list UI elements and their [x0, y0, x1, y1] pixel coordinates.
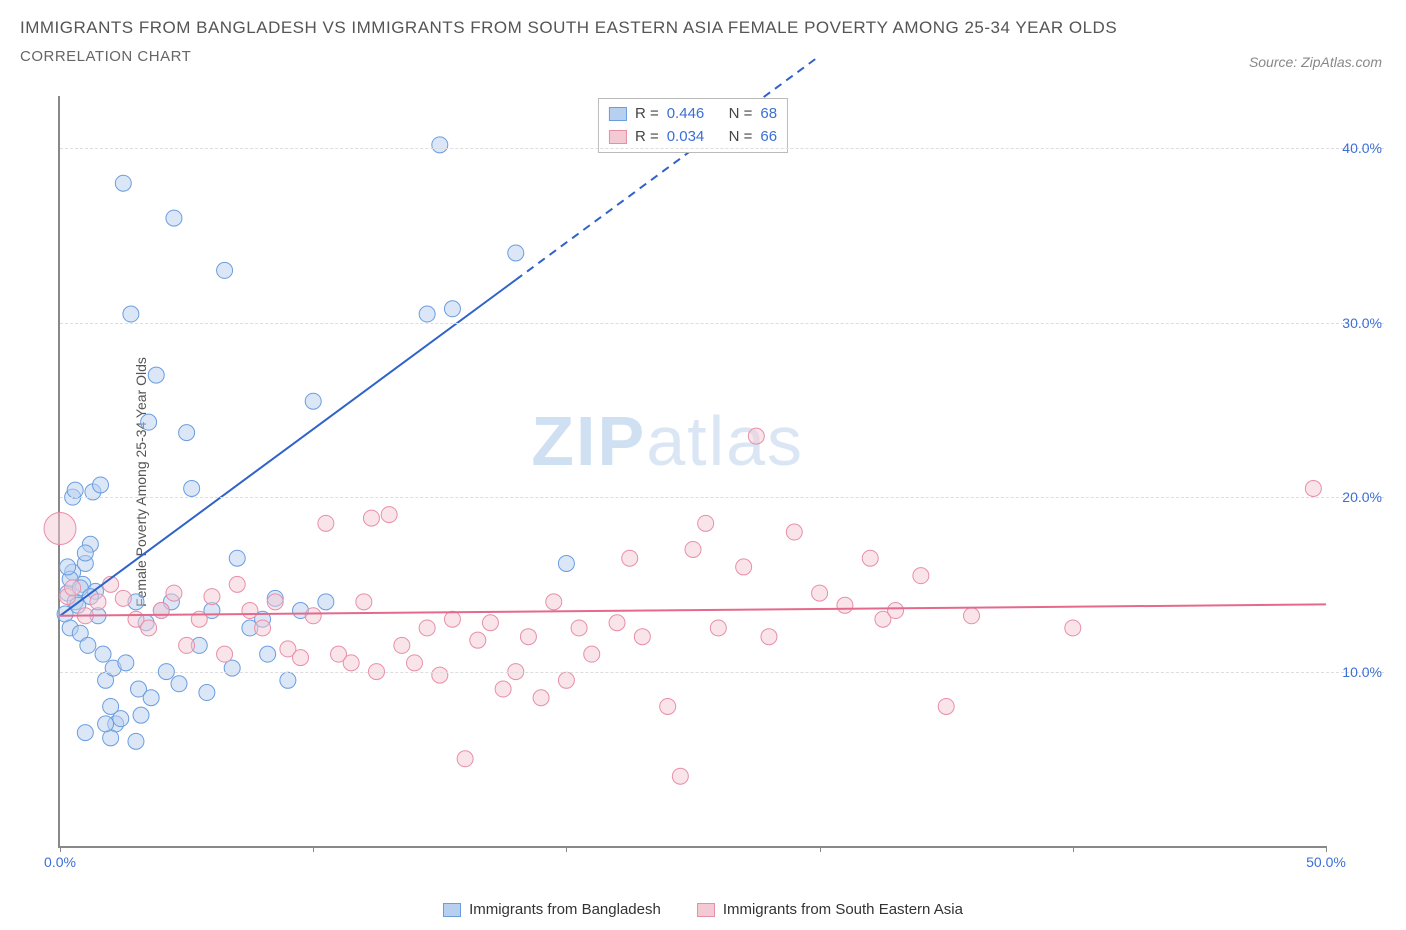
xtick-label: 50.0%	[1306, 854, 1346, 870]
xtick-label: 0.0%	[44, 854, 76, 870]
chart-title-line2: CORRELATION CHART	[20, 48, 1386, 65]
legend-stats: R = 0.446 N = 68 R = 0.034 N = 66	[598, 98, 788, 153]
chart-title-line1: IMMIGRANTS FROM BANGLADESH VS IMMIGRANTS…	[20, 18, 1386, 38]
chart-svg	[60, 96, 1326, 846]
ytick-label: 40.0%	[1342, 140, 1382, 156]
source-label: Source: ZipAtlas.com	[1249, 54, 1382, 70]
ytick-label: 30.0%	[1342, 315, 1382, 331]
ytick-label: 20.0%	[1342, 489, 1382, 505]
legend-stat-row: R = 0.034 N = 66	[609, 126, 777, 149]
legend-stat-row: R = 0.446 N = 68	[609, 103, 777, 126]
legend-item: Immigrants from Bangladesh	[443, 901, 661, 918]
scatter-plot: ZIPatlas R = 0.446 N = 68 R = 0.034 N = …	[58, 96, 1326, 848]
legend-item: Immigrants from South Eastern Asia	[697, 901, 963, 918]
legend-bottom: Immigrants from Bangladesh Immigrants fro…	[0, 901, 1406, 918]
plot-area: Female Poverty Among 25-34 Year Olds ZIP…	[50, 96, 1386, 868]
ytick-label: 10.0%	[1342, 664, 1382, 680]
